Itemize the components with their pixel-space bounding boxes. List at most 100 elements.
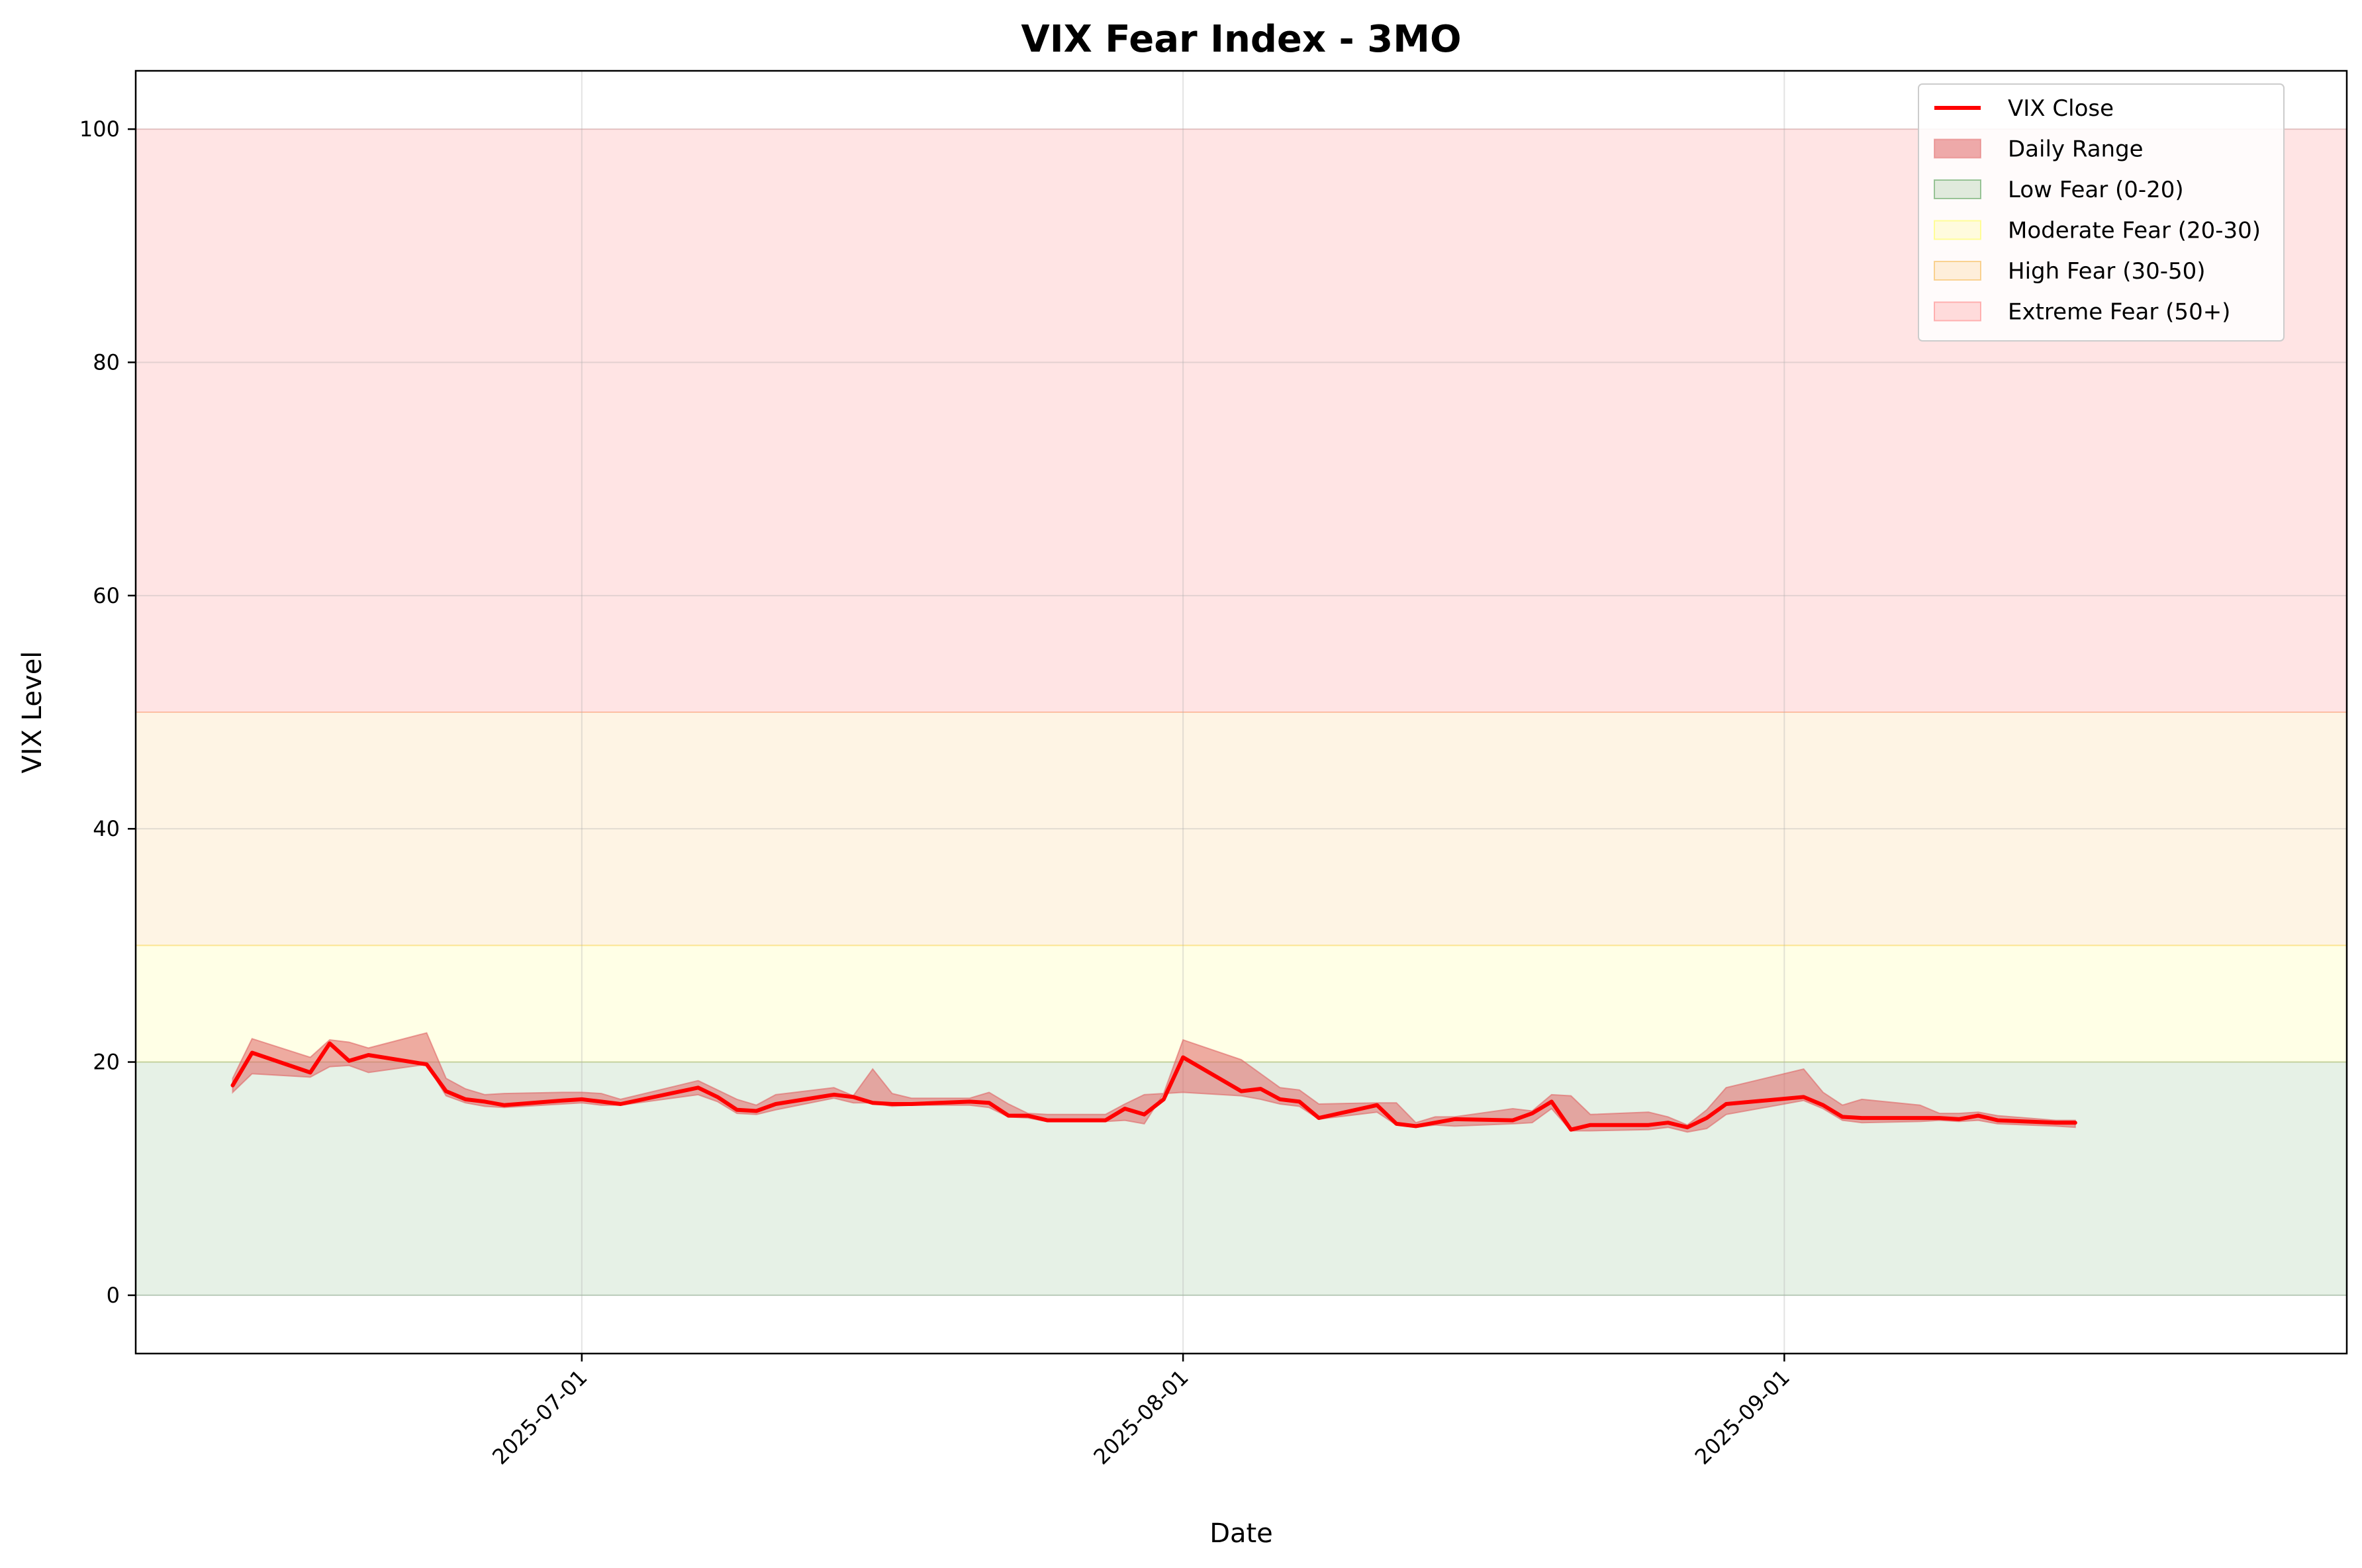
vix-close-point xyxy=(464,1098,467,1101)
legend-swatch-high-fear xyxy=(1934,261,1981,281)
vix-close-point xyxy=(561,1099,564,1102)
vix-close-point xyxy=(2055,1121,2057,1124)
vix-close-point xyxy=(600,1100,602,1103)
x-axis-label: Date xyxy=(1209,1518,1273,1549)
y-tick-label: 0 xyxy=(107,1283,120,1308)
legend-swatch-low-fear xyxy=(1934,179,1981,199)
vix-close-point xyxy=(1938,1117,1941,1119)
vix-close-point xyxy=(755,1110,758,1113)
y-tick-label: 80 xyxy=(93,349,120,375)
fear-zone-high xyxy=(135,712,2347,946)
vix-close-point xyxy=(1298,1100,1301,1103)
vix-close-point xyxy=(910,1103,913,1105)
vix-close-point xyxy=(1803,1095,1805,1098)
legend-label-daily-range: Daily Range xyxy=(2008,136,2144,163)
vix-close-series xyxy=(230,1041,2077,1132)
legend-label-low-fear: Low Fear (0-20) xyxy=(2008,177,2184,203)
vix-close-point xyxy=(1841,1115,1844,1118)
vix-close-point xyxy=(697,1086,700,1089)
plot-frame xyxy=(134,69,2348,1355)
vix-close-point xyxy=(1511,1119,1514,1122)
vix-close-point xyxy=(425,1063,428,1066)
vix-close-point xyxy=(1259,1087,1262,1090)
legend: VIX Close Daily Range Low Fear (0-20) Mo… xyxy=(1918,83,2285,342)
x-tick-label: 2025-08-01 xyxy=(1088,1365,1193,1469)
vix-close-point xyxy=(1376,1104,1378,1107)
vix-close-point xyxy=(2074,1121,2077,1124)
vix-close-point xyxy=(833,1093,835,1096)
daily-range-area xyxy=(232,1032,2076,1133)
vix-close-point xyxy=(1570,1129,1572,1131)
vix-close-point xyxy=(251,1051,254,1054)
y-axis-label: VIX Level xyxy=(17,651,48,774)
vix-close-point xyxy=(1104,1119,1107,1122)
vix-close-point xyxy=(1123,1107,1126,1110)
vix-close-point xyxy=(1415,1125,1417,1127)
legend-box xyxy=(1918,83,2285,342)
vix-close-point xyxy=(1589,1124,1591,1127)
vix-close-point xyxy=(871,1101,874,1104)
legend-swatch-extreme-fear xyxy=(1934,301,1981,322)
vix-close-point xyxy=(1434,1121,1437,1124)
legend-label-moderate-fear: Moderate Fear (20-30) xyxy=(2008,218,2261,244)
vix-close-point xyxy=(716,1095,719,1098)
y-tick-label: 100 xyxy=(79,116,120,142)
vix-close-point xyxy=(1550,1100,1553,1103)
y-axis-ticks: 0 20 40 60 80 100 xyxy=(79,116,136,1308)
fear-zone-moderate xyxy=(135,945,2347,1063)
vix-close-point xyxy=(1958,1118,1960,1121)
y-tick-label: 60 xyxy=(93,583,120,608)
y-tick-label: 20 xyxy=(93,1050,120,1075)
vix-close-point xyxy=(1007,1115,1010,1117)
vix-close-point xyxy=(1240,1090,1243,1093)
x-tick-label: 2025-07-01 xyxy=(487,1365,592,1469)
fear-zones xyxy=(135,128,2347,1296)
vix-close-point xyxy=(775,1103,777,1105)
vix-close-point xyxy=(1667,1121,1670,1124)
vix-close-point xyxy=(483,1100,486,1103)
vix-close-point xyxy=(1162,1098,1165,1101)
vix-close-point xyxy=(1822,1104,1824,1107)
vix-close-point xyxy=(1182,1056,1184,1058)
vix-close-point xyxy=(1977,1115,1979,1117)
legend-swatch-moderate-fear xyxy=(1934,220,1981,240)
vix-close-point xyxy=(328,1042,331,1044)
legend-label-vix-close: VIX Close xyxy=(2008,95,2114,122)
vix-close-point xyxy=(503,1104,506,1107)
vix-close-point xyxy=(1647,1124,1650,1127)
vix-close-line xyxy=(230,1041,2077,1132)
vix-close-point xyxy=(891,1103,894,1105)
vix-close-point xyxy=(968,1100,971,1103)
vix-close-point xyxy=(348,1060,350,1062)
legend-swatch-daily-range xyxy=(1934,138,1981,159)
vix-close-point xyxy=(581,1098,583,1101)
vix-close-point xyxy=(1686,1126,1689,1129)
y-tick-label: 40 xyxy=(93,816,120,841)
vix-close-point xyxy=(1705,1117,1708,1119)
vix-close-point xyxy=(988,1101,990,1104)
vix-close-point xyxy=(445,1090,448,1093)
legend-label-high-fear: High Fear (30-50) xyxy=(2008,258,2206,285)
daily-range-band xyxy=(232,1032,2076,1133)
vix-close-point xyxy=(1997,1119,1999,1122)
vix-close-point xyxy=(1724,1103,1727,1105)
vix-close-point xyxy=(1027,1115,1029,1117)
vix-close-point xyxy=(309,1071,312,1074)
vix-close-point xyxy=(619,1103,622,1105)
vix-close-point xyxy=(1046,1119,1049,1122)
vix-close-point xyxy=(1918,1117,1921,1119)
vix-close-point xyxy=(1453,1118,1456,1121)
vix-close-point xyxy=(1279,1098,1282,1101)
vix-close-point xyxy=(231,1084,234,1087)
vix-close-point xyxy=(1395,1123,1397,1125)
vix-close-point xyxy=(367,1054,370,1056)
vix-close-point xyxy=(1317,1117,1320,1119)
x-tick-label: 2025-09-01 xyxy=(1690,1365,1795,1469)
vix-close-point xyxy=(735,1109,738,1111)
vix-close-point xyxy=(852,1095,855,1098)
vix-close-point xyxy=(1861,1117,1864,1119)
x-axis-ticks: 2025-07-01 2025-08-01 2025-09-01 xyxy=(487,1354,1795,1469)
vix-close-point xyxy=(1531,1112,1533,1115)
